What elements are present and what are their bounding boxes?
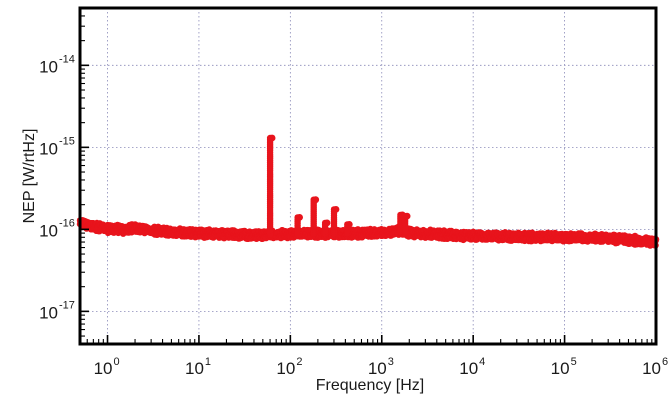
y-tick-label: 10	[39, 139, 58, 158]
x-tick-labels: 10 0 10 1 10 2 10 3 10 4 10 5 10 6	[94, 356, 668, 378]
x-tick-label: 10	[185, 359, 204, 378]
data-point	[296, 214, 303, 221]
data-point	[403, 212, 411, 220]
y-tick-label: 10	[39, 221, 58, 240]
y-tick-label: 10	[39, 303, 58, 322]
x-tick-label: 10	[642, 359, 661, 378]
x-tick-exponent: 5	[571, 356, 577, 368]
x-tick-exponent: 6	[662, 356, 668, 368]
x-tick-exponent: 3	[388, 356, 394, 368]
x-tick-label: 10	[459, 359, 478, 378]
x-tick-label: 10	[368, 359, 387, 378]
data-point	[312, 196, 320, 204]
x-tick-exponent: 1	[205, 356, 211, 368]
x-tick-label: 10	[551, 359, 570, 378]
plot-frame	[78, 6, 658, 346]
grid-lines	[80, 8, 657, 344]
x-tick-label: 10	[276, 359, 295, 378]
data-point	[268, 134, 276, 142]
x-tick-label: 10	[94, 359, 113, 378]
y-tick-label: 10	[39, 57, 58, 76]
data-points	[76, 134, 660, 249]
x-tick-exponent: 0	[114, 356, 120, 368]
y-tick-exponent: -17	[59, 299, 75, 311]
data-point	[332, 206, 340, 213]
data-point	[345, 221, 353, 228]
y-tick-exponent: -15	[59, 135, 75, 147]
y-tick-exponent: -14	[59, 53, 75, 65]
data-point	[323, 219, 331, 227]
x-axis-title: Frequency [Hz]	[316, 377, 424, 394]
x-tick-exponent: 4	[479, 356, 485, 368]
y-axis-title: NEP [W/rtHz]	[21, 129, 38, 224]
x-tick-exponent: 2	[296, 356, 302, 368]
y-tick-exponent: -16	[59, 217, 75, 229]
axis-ticks	[79, 7, 657, 345]
